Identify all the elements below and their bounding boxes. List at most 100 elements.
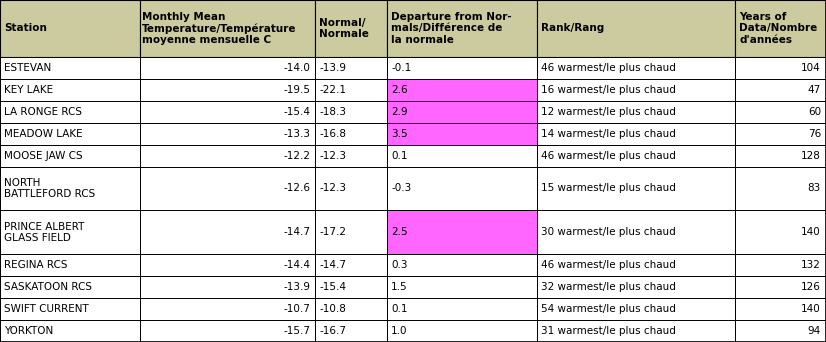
Bar (315, 254, 387, 276)
Text: ESTEVAN: ESTEVAN (4, 63, 51, 73)
Text: -22.1: -22.1 (319, 85, 346, 95)
Bar (537, 101, 735, 123)
Bar (315, 167, 387, 210)
Bar (387, 101, 537, 123)
Text: 2.9: 2.9 (391, 107, 407, 117)
Text: 104: 104 (801, 63, 821, 73)
Text: REGINA RCS: REGINA RCS (4, 260, 68, 270)
Text: KEY LAKE: KEY LAKE (4, 85, 53, 95)
Bar (0, 276, 140, 298)
Bar (0, 57, 140, 79)
Bar (735, 57, 826, 79)
Text: 0.1: 0.1 (391, 304, 407, 314)
Bar (387, 57, 537, 79)
Bar (0, 145, 140, 167)
Text: 60: 60 (808, 107, 821, 117)
Bar (0, 123, 140, 145)
Text: Departure from Nor-
mals/Différence de
la normale: Departure from Nor- mals/Différence de l… (391, 12, 511, 45)
Bar (315, 320, 387, 342)
Text: MOOSE JAW CS: MOOSE JAW CS (4, 150, 83, 160)
Bar (315, 298, 387, 320)
Bar (0, 298, 140, 320)
Text: 16 warmest/le plus chaud: 16 warmest/le plus chaud (541, 85, 676, 95)
Bar (537, 254, 735, 276)
Bar (140, 101, 315, 123)
Bar (140, 57, 315, 79)
Text: 83: 83 (808, 183, 821, 194)
Bar (140, 320, 315, 342)
Bar (735, 298, 826, 320)
Bar (140, 79, 315, 101)
Text: -16.8: -16.8 (319, 129, 346, 139)
Bar (140, 0, 315, 57)
Text: 12 warmest/le plus chaud: 12 warmest/le plus chaud (541, 107, 676, 117)
Bar (0, 79, 140, 101)
Text: -10.7: -10.7 (283, 304, 310, 314)
Text: -17.2: -17.2 (319, 227, 346, 237)
Bar (387, 298, 537, 320)
Bar (537, 57, 735, 79)
Text: SWIFT CURRENT: SWIFT CURRENT (4, 304, 88, 314)
Bar (735, 101, 826, 123)
Bar (315, 0, 387, 57)
Bar (735, 320, 826, 342)
Bar (140, 123, 315, 145)
Text: Monthly Mean
Temperature/Température
moyenne mensuelle C: Monthly Mean Temperature/Température moy… (142, 12, 297, 45)
Bar (140, 254, 315, 276)
Text: 32 warmest/le plus chaud: 32 warmest/le plus chaud (541, 282, 676, 292)
Text: Normal/
Normale: Normal/ Normale (319, 18, 369, 39)
Text: 76: 76 (808, 129, 821, 139)
Bar (735, 167, 826, 210)
Bar (537, 276, 735, 298)
Text: 15 warmest/le plus chaud: 15 warmest/le plus chaud (541, 183, 676, 194)
Bar (537, 320, 735, 342)
Text: -10.8: -10.8 (319, 304, 346, 314)
Text: -12.3: -12.3 (319, 150, 346, 160)
Text: -15.7: -15.7 (283, 326, 310, 336)
Text: 14 warmest/le plus chaud: 14 warmest/le plus chaud (541, 129, 676, 139)
Bar (140, 145, 315, 167)
Bar (735, 123, 826, 145)
Text: 46 warmest/le plus chaud: 46 warmest/le plus chaud (541, 150, 676, 160)
Bar (140, 167, 315, 210)
Text: 132: 132 (801, 260, 821, 270)
Text: 47: 47 (808, 85, 821, 95)
Bar (387, 0, 537, 57)
Text: -13.9: -13.9 (319, 63, 346, 73)
Bar (140, 210, 315, 254)
Bar (0, 320, 140, 342)
Bar (140, 276, 315, 298)
Bar (0, 101, 140, 123)
Bar (735, 79, 826, 101)
Bar (315, 210, 387, 254)
Bar (387, 276, 537, 298)
Text: 126: 126 (801, 282, 821, 292)
Bar (735, 210, 826, 254)
Text: 128: 128 (801, 150, 821, 160)
Text: 54 warmest/le plus chaud: 54 warmest/le plus chaud (541, 304, 676, 314)
Text: -12.3: -12.3 (319, 183, 346, 194)
Text: 2.6: 2.6 (391, 85, 407, 95)
Text: -15.4: -15.4 (319, 282, 346, 292)
Bar (387, 254, 537, 276)
Bar (140, 298, 315, 320)
Text: PRINCE ALBERT
GLASS FIELD: PRINCE ALBERT GLASS FIELD (4, 222, 84, 243)
Text: 46 warmest/le plus chaud: 46 warmest/le plus chaud (541, 260, 676, 270)
Text: -0.3: -0.3 (391, 183, 411, 194)
Text: LA RONGE RCS: LA RONGE RCS (4, 107, 82, 117)
Bar (315, 101, 387, 123)
Bar (387, 123, 537, 145)
Text: -16.7: -16.7 (319, 326, 346, 336)
Text: -12.2: -12.2 (283, 150, 310, 160)
Text: Years of
Data/Nombre
d'années: Years of Data/Nombre d'années (739, 12, 817, 45)
Bar (537, 210, 735, 254)
Bar (537, 123, 735, 145)
Text: 46 warmest/le plus chaud: 46 warmest/le plus chaud (541, 63, 676, 73)
Text: -0.1: -0.1 (391, 63, 411, 73)
Text: 1.5: 1.5 (391, 282, 407, 292)
Bar (387, 145, 537, 167)
Text: -13.9: -13.9 (283, 282, 310, 292)
Text: MEADOW LAKE: MEADOW LAKE (4, 129, 83, 139)
Text: 140: 140 (801, 304, 821, 314)
Text: 0.1: 0.1 (391, 150, 407, 160)
